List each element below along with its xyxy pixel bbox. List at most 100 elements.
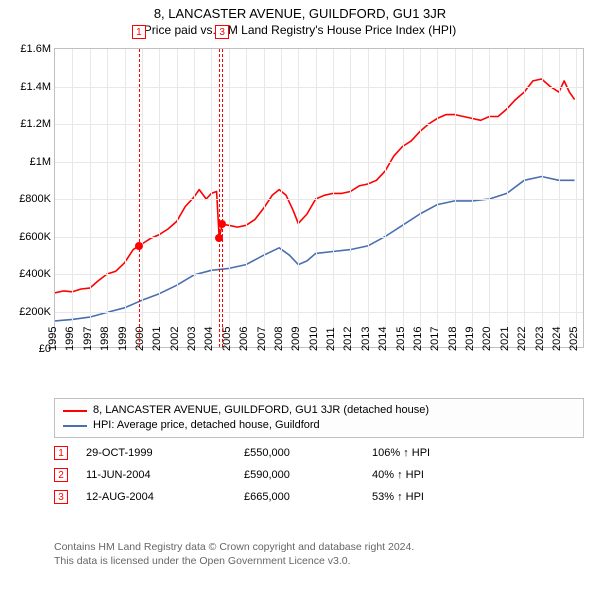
event-delta: 53% ↑ HPI [372, 491, 424, 503]
event-date: 11-JUN-2004 [86, 469, 226, 481]
x-tick-label: 2009 [290, 327, 302, 351]
gridline-v [211, 49, 212, 347]
gridline-v [298, 49, 299, 347]
event-dot [218, 220, 226, 228]
gridline-v [159, 49, 160, 347]
event-row: 1 29-OCT-1999 £550,000 106% ↑ HPI [54, 442, 430, 464]
x-tick-label: 1999 [117, 327, 129, 351]
legend-row: 8, LANCASTER AVENUE, GUILDFORD, GU1 3JR … [63, 403, 575, 418]
y-tick-label: £1M [30, 156, 51, 168]
event-id-box: 3 [54, 490, 68, 504]
gridline-v [350, 49, 351, 347]
x-tick-label: 1998 [99, 327, 111, 351]
event-delta: 106% ↑ HPI [372, 447, 430, 459]
x-tick-label: 2015 [395, 327, 407, 351]
x-tick-label: 2007 [256, 327, 268, 351]
footer-line-1: Contains HM Land Registry data © Crown c… [54, 540, 584, 554]
x-tick-label: 2024 [551, 327, 563, 351]
y-tick-label: £1.4M [20, 81, 51, 93]
gridline-v [125, 49, 126, 347]
gridline-v [246, 49, 247, 347]
x-tick-label: 1997 [82, 327, 94, 351]
x-tick-label: 2012 [342, 327, 354, 351]
gridline-v [368, 49, 369, 347]
gridline-v [437, 49, 438, 347]
gridline-h [55, 274, 583, 275]
gridline-v [142, 49, 143, 347]
gridline-h [55, 87, 583, 88]
x-tick-label: 2010 [308, 327, 320, 351]
x-tick-label: 2016 [412, 327, 424, 351]
gridline-v [90, 49, 91, 347]
events-table: 129-OCT-1999£550,000106% ↑ HPI211-JUN-20… [54, 442, 430, 508]
x-tick-label: 2011 [325, 327, 337, 351]
x-tick-label: 2017 [429, 327, 441, 351]
gridline-v [455, 49, 456, 347]
event-row: 312-AUG-2004£665,00053% ↑ HPI [54, 486, 430, 508]
footer-line-2: This data is licensed under the Open Gov… [54, 554, 584, 568]
y-tick-label: £200K [19, 306, 51, 318]
legend-box: 8, LANCASTER AVENUE, GUILDFORD, GU1 3JR … [54, 398, 584, 438]
gridline-h [55, 312, 583, 313]
chart-title: 8, LANCASTER AVENUE, GUILDFORD, GU1 3JR [0, 0, 600, 21]
event-marker-line [139, 49, 140, 347]
event-marker-line [222, 49, 223, 347]
y-tick-label: £600K [19, 231, 51, 243]
event-dot [135, 242, 143, 250]
gridline-v [524, 49, 525, 347]
gridline-v [403, 49, 404, 347]
legend-label: HPI: Average price, detached house, Guil… [93, 418, 320, 433]
gridline-v [281, 49, 282, 347]
event-id-box: 1 [54, 446, 68, 460]
x-tick-label: 2020 [481, 327, 493, 351]
event-marker-box: 3 [215, 25, 229, 39]
gridline-v [542, 49, 543, 347]
event-marker-line [219, 49, 220, 347]
chart-subtitle: Price paid vs. HM Land Registry's House … [0, 21, 600, 41]
gridline-v [194, 49, 195, 347]
x-tick-label: 2008 [273, 327, 285, 351]
event-price: £590,000 [244, 469, 354, 481]
x-tick-label: 2001 [151, 327, 163, 351]
gridline-v [177, 49, 178, 347]
legend-row: HPI: Average price, detached house, Guil… [63, 418, 575, 433]
gridline-h [55, 237, 583, 238]
chart-container: { "title": "8, LANCASTER AVENUE, GUILDFO… [0, 0, 600, 590]
gridline-h [55, 162, 583, 163]
gridline-v [472, 49, 473, 347]
event-marker-box: 1 [132, 25, 146, 39]
event-date: 29-OCT-1999 [86, 447, 226, 459]
x-tick-label: 2006 [238, 327, 250, 351]
x-tick-label: 2019 [464, 327, 476, 351]
gridline-h [55, 199, 583, 200]
gridline-v [316, 49, 317, 347]
x-tick-label: 2023 [534, 327, 546, 351]
event-row: 211-JUN-2004£590,00040% ↑ HPI [54, 464, 430, 486]
event-date: 12-AUG-2004 [86, 491, 226, 503]
x-tick-label: 1995 [47, 327, 59, 351]
gridline-v [576, 49, 577, 347]
plot-area: £0£200K£400K£600K£800K£1M£1.2M£1.4M£1.6M… [54, 48, 584, 348]
gridline-v [559, 49, 560, 347]
y-tick-label: £1.2M [20, 118, 51, 130]
x-tick-label: 2003 [186, 327, 198, 351]
y-tick-label: £800K [19, 193, 51, 205]
y-tick-label: £1.6M [20, 43, 51, 55]
gridline-h [55, 124, 583, 125]
x-tick-label: 2014 [377, 327, 389, 351]
legend-swatch [63, 425, 87, 427]
legend-swatch [63, 410, 87, 412]
gridline-v [420, 49, 421, 347]
x-tick-label: 2002 [169, 327, 181, 351]
x-tick-label: 2013 [360, 327, 372, 351]
footer-attribution: Contains HM Land Registry data © Crown c… [54, 540, 584, 568]
gridline-v [333, 49, 334, 347]
x-tick-label: 2021 [499, 327, 511, 351]
event-price: £550,000 [244, 447, 354, 459]
gridline-v [107, 49, 108, 347]
legend-label: 8, LANCASTER AVENUE, GUILDFORD, GU1 3JR … [93, 403, 429, 418]
gridline-v [229, 49, 230, 347]
gridline-v [385, 49, 386, 347]
x-tick-label: 2018 [447, 327, 459, 351]
gridline-v [72, 49, 73, 347]
